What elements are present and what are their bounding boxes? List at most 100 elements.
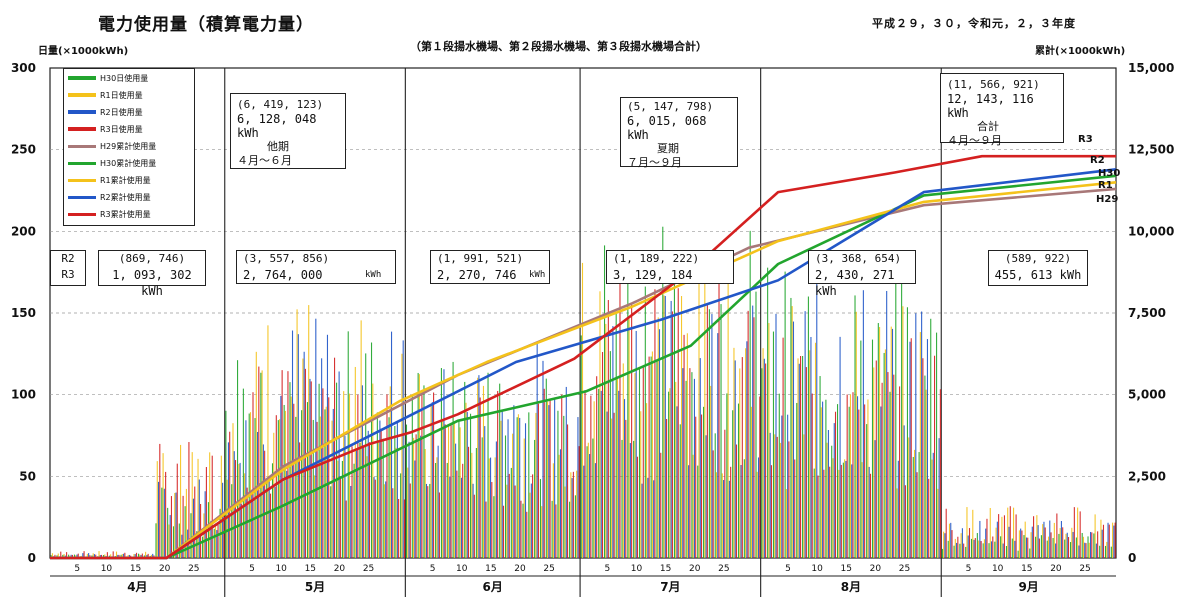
daily-bar <box>675 381 677 558</box>
daily-bar <box>913 449 916 558</box>
daily-bar <box>605 323 607 558</box>
daily-bar <box>1005 546 1008 558</box>
daily-bar <box>343 391 345 558</box>
daily-bar <box>528 412 530 558</box>
end-label-r2: R2 <box>1090 155 1105 166</box>
daily-bar <box>554 397 556 558</box>
daily-bar <box>844 459 846 558</box>
daily-bar <box>159 443 161 558</box>
annotation-september: (589, 922) 455, 613 kWh <box>988 250 1088 286</box>
daily-bar <box>112 551 114 558</box>
daily-bar <box>886 290 888 558</box>
daily-bar <box>644 286 646 558</box>
daily-bar <box>576 470 578 558</box>
daily-bar <box>755 291 757 558</box>
daily-bar <box>919 332 921 558</box>
daily-bar <box>998 514 1000 558</box>
daily-bar <box>542 360 544 558</box>
daily-bar <box>732 410 734 558</box>
daily-bar <box>976 533 978 558</box>
daily-bar <box>66 552 68 558</box>
daily-bar <box>449 476 451 558</box>
daily-bar <box>163 488 165 558</box>
day-tick: 25 <box>899 564 910 574</box>
daily-bar <box>226 479 228 558</box>
daily-bar <box>820 407 822 558</box>
annotation-june-r3-row: 2, 270, 746 kWh <box>437 267 549 283</box>
daily-bar <box>512 433 514 558</box>
annotation-august: (3, 368, 654) 2, 430, 271 kWh <box>808 250 916 298</box>
daily-bar <box>197 458 199 558</box>
daily-bar <box>1043 521 1045 558</box>
day-tick: 15 <box>840 564 851 574</box>
daily-bar <box>1065 533 1067 558</box>
legend-label: R2累計使用量 <box>100 192 151 202</box>
daily-bar <box>831 445 833 558</box>
daily-bar <box>139 554 141 558</box>
daily-bar <box>427 486 429 558</box>
daily-bar <box>666 418 668 558</box>
daily-bar <box>921 311 923 558</box>
daily-bar <box>745 348 747 558</box>
daily-bar <box>495 441 497 558</box>
daily-bar <box>910 338 912 558</box>
daily-bar <box>306 402 309 558</box>
daily-bar <box>146 554 148 558</box>
daily-bar <box>402 340 404 558</box>
daily-bar <box>1058 533 1060 558</box>
day-tick: 5 <box>74 564 80 574</box>
daily-bar <box>804 311 806 558</box>
daily-bar <box>723 480 725 558</box>
daily-bar <box>229 431 231 558</box>
daily-bar <box>436 457 438 558</box>
daily-bar <box>653 480 655 558</box>
daily-bar <box>141 553 143 558</box>
daily-bar <box>345 500 347 558</box>
daily-bar <box>324 409 326 558</box>
daily-bar <box>646 403 648 558</box>
daily-bar <box>749 230 751 559</box>
daily-bar <box>788 441 790 558</box>
daily-bar <box>941 548 943 558</box>
daily-bar <box>497 390 499 558</box>
daily-bar <box>71 554 73 558</box>
daily-bar <box>938 438 940 558</box>
annotation-total-r2: (11, 566, 921) <box>947 78 1040 91</box>
daily-bar <box>506 484 508 558</box>
daily-bar <box>227 442 229 558</box>
daily-bar <box>389 386 391 558</box>
daily-bar <box>700 414 703 558</box>
daily-bar <box>966 507 968 558</box>
daily-bar <box>363 445 365 558</box>
daily-bar <box>95 554 97 558</box>
daily-bar <box>814 342 817 558</box>
daily-bar <box>128 554 130 558</box>
daily-bar <box>75 555 77 558</box>
daily-bar <box>671 311 673 558</box>
day-tick: 20 <box>159 564 171 574</box>
daily-bar <box>947 540 949 558</box>
daily-bar <box>714 433 716 558</box>
daily-bar <box>924 375 926 558</box>
day-tick: 25 <box>543 564 554 574</box>
daily-bar <box>965 546 967 558</box>
daily-bar <box>502 505 505 558</box>
daily-bar <box>990 541 993 558</box>
daily-bar <box>790 297 792 558</box>
daily-bar <box>961 528 963 558</box>
daily-bar <box>765 363 767 558</box>
daily-bar <box>631 302 633 558</box>
annotation-summer-period: (5, 147, 798) 6, 015, 068 kWh 夏期 ７月～９月 <box>620 97 738 169</box>
daily-bar <box>1095 543 1097 558</box>
daily-bar <box>586 446 588 558</box>
daily-bar <box>1011 538 1013 558</box>
daily-bar <box>651 351 653 558</box>
annotation-summer-range: ７月～９月 <box>627 156 682 169</box>
daily-bar <box>994 541 996 558</box>
daily-bar <box>182 495 184 558</box>
daily-bar <box>757 457 760 558</box>
daily-bar <box>519 417 521 558</box>
daily-bar <box>1088 542 1090 558</box>
daily-bar <box>1056 513 1058 558</box>
daily-bar <box>275 415 277 558</box>
